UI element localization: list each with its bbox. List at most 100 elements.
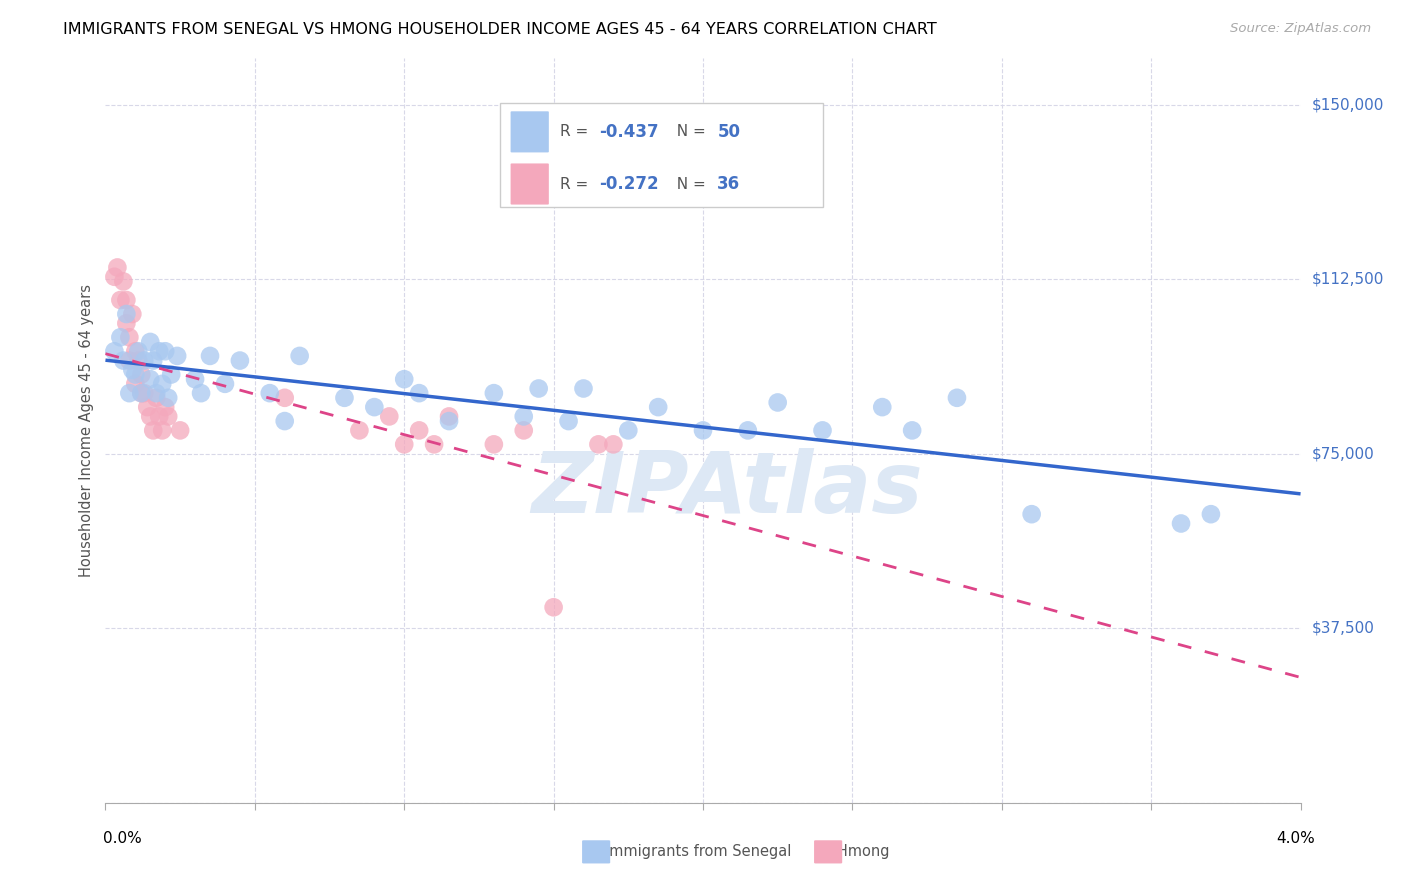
Point: [184, 372, 207, 386]
Point: [602, 437, 624, 451]
Point: [1199, 507, 1222, 521]
Point: [166, 349, 188, 363]
Text: R =: R =: [560, 124, 593, 139]
Point: [273, 391, 295, 405]
Text: $150,000: $150,000: [1312, 97, 1384, 112]
Point: [153, 400, 177, 414]
FancyBboxPatch shape: [510, 112, 548, 153]
Point: [513, 409, 536, 424]
Point: [437, 409, 460, 424]
Point: [124, 344, 146, 359]
Point: [349, 423, 371, 437]
Point: [148, 409, 170, 424]
Point: [121, 363, 143, 377]
Point: [617, 423, 640, 437]
Point: [115, 307, 138, 321]
Point: [190, 386, 212, 401]
Text: -0.272: -0.272: [599, 175, 658, 193]
Point: [214, 376, 236, 391]
Point: [112, 353, 135, 368]
Point: [139, 409, 162, 424]
Point: [513, 423, 536, 437]
Point: [1021, 507, 1043, 521]
Point: [139, 372, 162, 386]
Point: [288, 349, 311, 363]
Text: 50: 50: [717, 123, 741, 141]
Point: [118, 353, 141, 368]
Point: [363, 400, 385, 414]
Point: [145, 391, 167, 405]
Point: [333, 391, 356, 405]
Text: $75,000: $75,000: [1312, 446, 1375, 461]
FancyBboxPatch shape: [510, 163, 548, 204]
Point: [136, 400, 159, 414]
Point: [150, 423, 173, 437]
Point: [148, 344, 170, 359]
Text: 36: 36: [717, 175, 741, 193]
Point: [946, 391, 969, 405]
Point: [408, 423, 430, 437]
Point: [142, 423, 165, 437]
Text: N =: N =: [666, 177, 711, 192]
Point: [1170, 516, 1192, 531]
Point: [557, 414, 579, 428]
Point: [588, 437, 610, 451]
Point: [139, 334, 162, 349]
Text: 4.0%: 4.0%: [1275, 831, 1315, 847]
Point: [482, 437, 505, 451]
Point: [408, 386, 430, 401]
Point: [378, 409, 401, 424]
Point: [572, 382, 595, 396]
Point: [482, 386, 505, 401]
Point: [766, 395, 789, 409]
Point: [110, 330, 132, 344]
Point: [901, 423, 924, 437]
Point: [259, 386, 281, 401]
Point: [129, 386, 153, 401]
Point: [127, 344, 149, 359]
Point: [543, 600, 565, 615]
Point: [150, 376, 173, 391]
Point: [107, 260, 129, 275]
Point: [127, 353, 149, 368]
Text: Immigrants from Senegal: Immigrants from Senegal: [591, 845, 792, 859]
Point: [157, 391, 180, 405]
Text: N =: N =: [666, 124, 711, 139]
Point: [115, 316, 138, 330]
Point: [737, 423, 759, 437]
Text: $37,500: $37,500: [1312, 621, 1375, 636]
Text: Source: ZipAtlas.com: Source: ZipAtlas.com: [1230, 22, 1371, 36]
Point: [692, 423, 714, 437]
Y-axis label: Householder Income Ages 45 - 64 years: Householder Income Ages 45 - 64 years: [79, 284, 94, 577]
Point: [811, 423, 834, 437]
Point: [103, 269, 125, 284]
Point: [198, 349, 221, 363]
Text: 0.0%: 0.0%: [103, 831, 142, 847]
Point: [870, 400, 894, 414]
Point: [169, 423, 191, 437]
Point: [112, 274, 135, 288]
Point: [527, 382, 550, 396]
Point: [134, 386, 156, 401]
Text: R =: R =: [560, 177, 593, 192]
Point: [153, 344, 177, 359]
Point: [392, 372, 416, 386]
Point: [129, 368, 153, 382]
Point: [423, 437, 446, 451]
Text: IMMIGRANTS FROM SENEGAL VS HMONG HOUSEHOLDER INCOME AGES 45 - 64 YEARS CORRELATI: IMMIGRANTS FROM SENEGAL VS HMONG HOUSEHO…: [63, 22, 936, 37]
Point: [129, 386, 153, 401]
Point: [110, 293, 132, 307]
Text: ZIPAtlas: ZIPAtlas: [531, 449, 922, 532]
Point: [115, 293, 138, 307]
Point: [124, 376, 146, 391]
Point: [118, 386, 141, 401]
Text: Hmong: Hmong: [823, 845, 889, 859]
FancyBboxPatch shape: [501, 103, 823, 207]
Point: [103, 344, 125, 359]
Point: [145, 386, 167, 401]
Point: [121, 307, 143, 321]
Text: -0.437: -0.437: [599, 123, 658, 141]
Point: [273, 414, 295, 428]
Point: [157, 409, 180, 424]
Point: [647, 400, 669, 414]
